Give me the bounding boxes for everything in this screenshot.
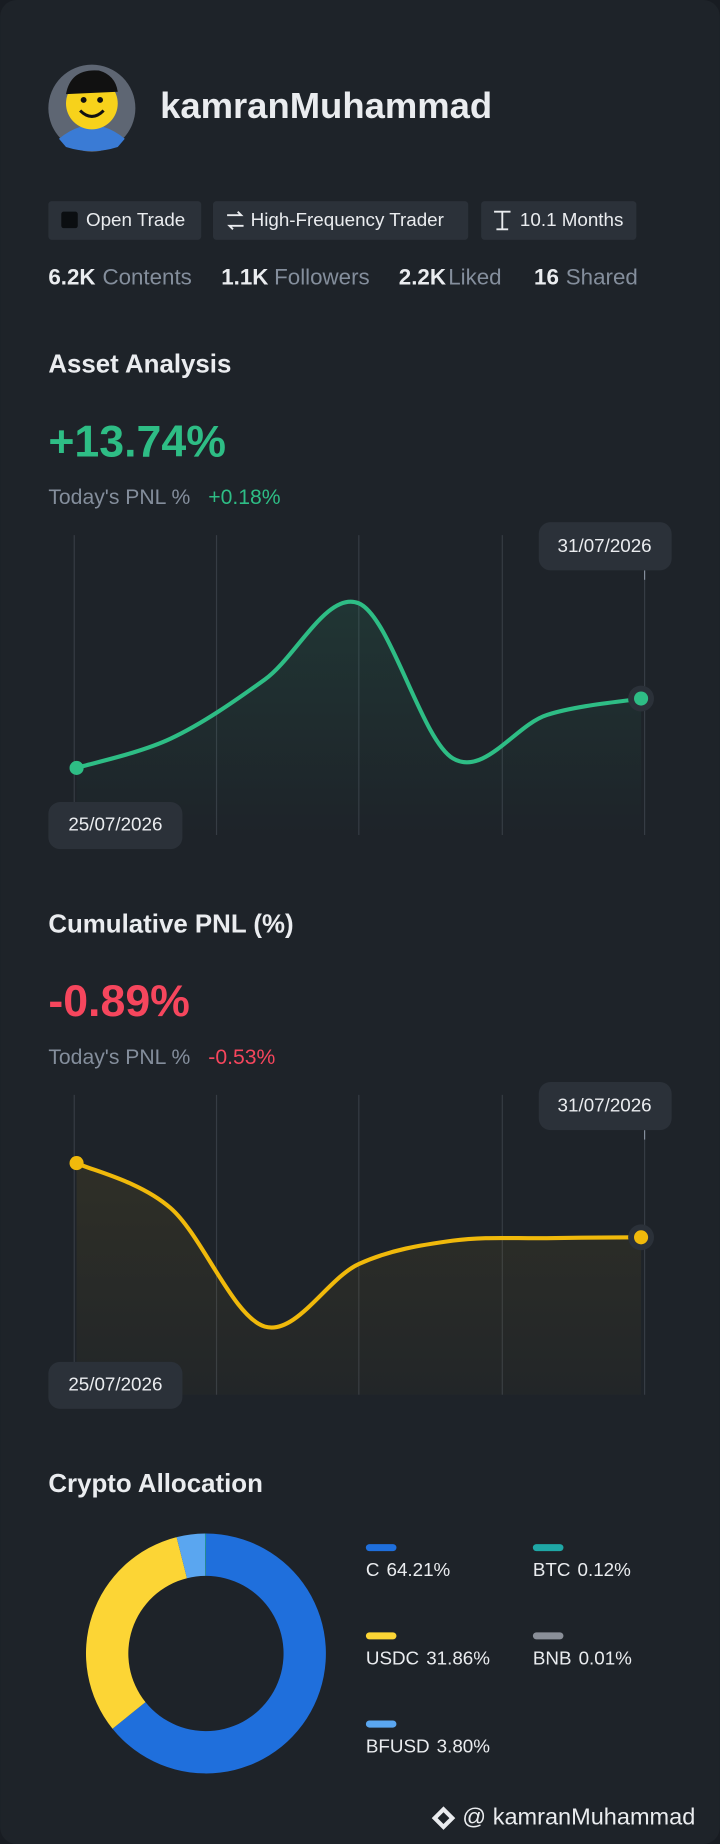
tag-icon — [61, 211, 78, 229]
end-date: 31/07/2026 — [558, 535, 652, 556]
stat-label: Liked — [448, 265, 501, 290]
date-bubble — [48, 802, 183, 850]
line — [75, 599, 642, 770]
stat-value: 16 — [534, 265, 559, 290]
area-fill — [76, 1163, 642, 1395]
legend-name: BTC — [533, 1559, 571, 1580]
start-date: 25/07/2026 — [68, 814, 162, 835]
end-date: 31/07/2026 — [558, 1095, 652, 1116]
area-fill — [76, 601, 642, 835]
tag-label: 10.1 Months — [520, 209, 623, 230]
stat-value: 1.1K — [221, 265, 268, 290]
legend-name: C — [366, 1559, 380, 1580]
today-label: Today's PNL % — [48, 1046, 190, 1069]
legend-value: 0.01% — [579, 1647, 633, 1668]
date-bubble — [538, 522, 672, 571]
tag — [481, 201, 637, 240]
donut-slice — [176, 1533, 206, 1579]
stat-value: 6.2K — [48, 265, 95, 290]
legend-value: 3.80% — [437, 1736, 491, 1757]
legend-swatch — [365, 1720, 397, 1728]
date-bubble — [48, 1361, 183, 1409]
tag-icon — [227, 211, 244, 230]
section-title: Asset Analysis — [48, 351, 231, 379]
end-dot — [634, 691, 649, 706]
stat-label: Shared — [566, 265, 638, 290]
tag-label: High-Frequency Trader — [251, 209, 444, 230]
legend-value: 64.21% — [387, 1559, 451, 1580]
avatar — [48, 64, 136, 152]
legend-name: BNB — [533, 1647, 572, 1668]
donut-slice — [112, 1533, 326, 1774]
legend-value: 0.12% — [578, 1559, 632, 1580]
line — [75, 1161, 642, 1330]
tag — [212, 201, 469, 240]
date-bubble — [538, 1081, 672, 1131]
stat-label: Followers — [274, 265, 370, 290]
footer: @ kamranMuhammad — [462, 1803, 695, 1829]
stat-value: 2.2K — [399, 265, 446, 290]
start-dot — [69, 760, 84, 775]
legend-name: BFUSD — [366, 1736, 430, 1757]
start-dot — [69, 1156, 84, 1171]
end-dot — [634, 1230, 649, 1245]
legend-swatch — [532, 1544, 564, 1552]
donut-slice — [85, 1537, 187, 1729]
tag-icon — [494, 210, 511, 231]
legend-swatch — [365, 1632, 397, 1640]
section-title: Crypto Allocation — [48, 1470, 263, 1498]
headline: -0.89% — [48, 977, 190, 1026]
username: kamranMuhammad — [160, 85, 492, 126]
today-label: Today's PNL % — [48, 486, 190, 509]
legend-name: USDC — [366, 1647, 419, 1668]
legend-value: 31.86% — [426, 1647, 490, 1668]
legend-swatch — [532, 1632, 564, 1640]
legend-swatch — [365, 1544, 397, 1552]
start-date: 25/07/2026 — [68, 1373, 162, 1394]
donut-slice — [204, 1533, 206, 1576]
tag — [48, 201, 202, 240]
tag-label: Open Trade — [86, 209, 185, 230]
today-value: -0.53% — [208, 1046, 275, 1069]
section-title: Cumulative PNL (%) — [48, 910, 293, 938]
stat-label: Contents — [102, 265, 191, 290]
headline: +13.74% — [48, 417, 226, 466]
logo — [431, 1806, 456, 1830]
today-value: +0.18% — [208, 486, 281, 509]
